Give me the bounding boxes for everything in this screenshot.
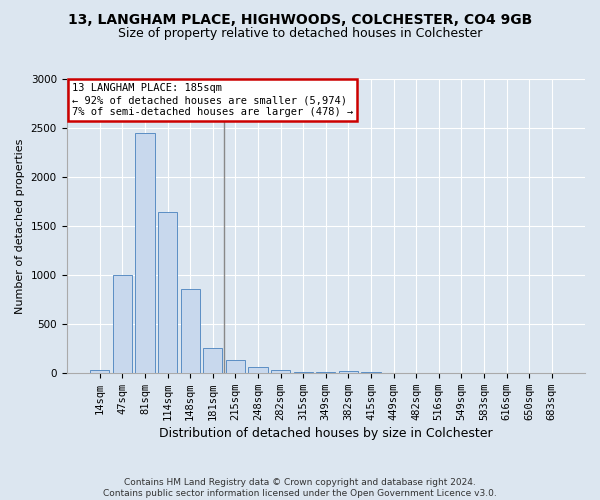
Bar: [293, 372, 313, 373]
Text: 13, LANGHAM PLACE, HIGHWOODS, COLCHESTER, CO4 9GB: 13, LANGHAM PLACE, HIGHWOODS, COLCHESTER…: [68, 12, 532, 26]
Bar: [248, 367, 268, 373]
Bar: [158, 212, 177, 373]
Text: Size of property relative to detached houses in Colchester: Size of property relative to detached ho…: [118, 28, 482, 40]
Bar: [339, 370, 358, 373]
Bar: [226, 360, 245, 373]
X-axis label: Distribution of detached houses by size in Colchester: Distribution of detached houses by size …: [159, 427, 493, 440]
Y-axis label: Number of detached properties: Number of detached properties: [15, 138, 25, 314]
Bar: [113, 275, 132, 373]
Text: 13 LANGHAM PLACE: 185sqm
← 92% of detached houses are smaller (5,974)
7% of semi: 13 LANGHAM PLACE: 185sqm ← 92% of detach…: [72, 84, 353, 116]
Bar: [181, 289, 200, 373]
Text: Contains HM Land Registry data © Crown copyright and database right 2024.
Contai: Contains HM Land Registry data © Crown c…: [103, 478, 497, 498]
Bar: [203, 348, 223, 373]
Bar: [90, 370, 109, 373]
Bar: [136, 133, 155, 373]
Bar: [316, 372, 335, 373]
Bar: [271, 370, 290, 373]
